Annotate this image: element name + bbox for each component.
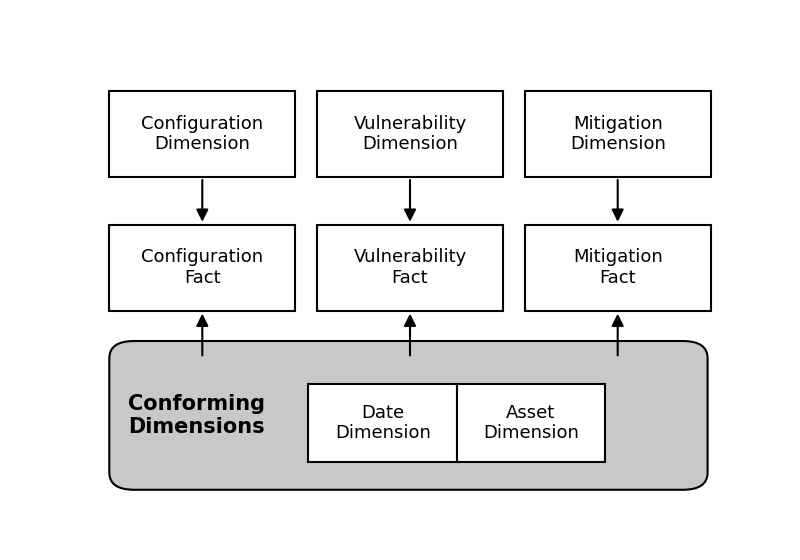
FancyBboxPatch shape: [317, 91, 503, 177]
Text: Asset
Dimension: Asset Dimension: [483, 404, 579, 442]
FancyBboxPatch shape: [308, 384, 457, 462]
FancyBboxPatch shape: [110, 341, 708, 490]
FancyBboxPatch shape: [317, 225, 503, 311]
FancyBboxPatch shape: [525, 225, 710, 311]
Text: Vulnerability
Dimension: Vulnerability Dimension: [354, 115, 466, 153]
Text: Date
Dimension: Date Dimension: [334, 404, 430, 442]
Text: Mitigation
Fact: Mitigation Fact: [573, 248, 662, 287]
Text: Configuration
Fact: Configuration Fact: [142, 248, 263, 287]
Text: Mitigation
Dimension: Mitigation Dimension: [570, 115, 666, 153]
Text: Conforming
Dimensions: Conforming Dimensions: [128, 394, 265, 437]
FancyBboxPatch shape: [457, 384, 606, 462]
FancyBboxPatch shape: [525, 91, 710, 177]
FancyBboxPatch shape: [110, 91, 295, 177]
FancyBboxPatch shape: [110, 225, 295, 311]
Text: Vulnerability
Fact: Vulnerability Fact: [354, 248, 466, 287]
Text: Configuration
Dimension: Configuration Dimension: [142, 115, 263, 153]
